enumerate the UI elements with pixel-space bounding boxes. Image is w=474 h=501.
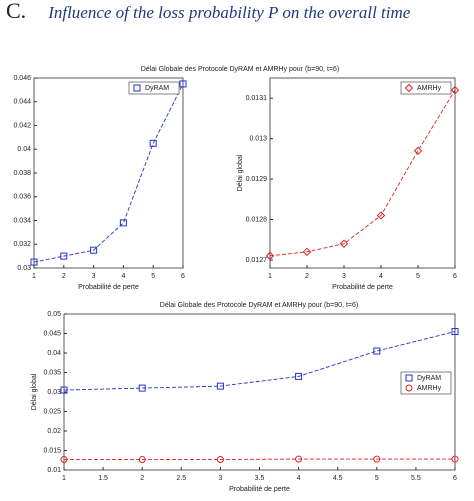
marker <box>60 455 68 463</box>
y-tick-label: 0.0128 <box>246 216 268 223</box>
x-tick-label: 5 <box>375 475 379 482</box>
marker <box>265 251 275 261</box>
x-tick-label: 3.5 <box>255 475 265 482</box>
y-tick-label: 0.02 <box>47 428 61 435</box>
y-tick-label: 0.04 <box>47 350 61 357</box>
marker <box>450 85 460 95</box>
x-tick-label: 1.5 <box>98 475 108 482</box>
y-tick-label: 0.045 <box>43 330 61 337</box>
marker <box>179 80 187 88</box>
x-tick-label: 4 <box>121 273 125 280</box>
marker <box>302 247 312 257</box>
legend-label: DyRAM <box>145 85 169 92</box>
x-axis-label: Probabilité de perte <box>229 486 290 493</box>
marker <box>451 455 459 463</box>
marker <box>216 455 224 463</box>
legend-box <box>400 371 452 395</box>
marker <box>149 139 157 147</box>
series-line <box>269 89 456 257</box>
marker <box>339 239 349 248</box>
legend-label: AMRHy <box>417 385 442 392</box>
caption: Influence of the loss probability P on t… <box>48 3 411 22</box>
x-tick-label: 2.5 <box>176 475 186 482</box>
legend-marker <box>404 83 414 93</box>
y-tick-label: 0.0127 <box>246 257 268 264</box>
legend-marker <box>405 374 413 382</box>
y-axis-label: Délai global <box>31 373 38 410</box>
y-axis-label: Délai global <box>237 154 244 191</box>
x-tick-label: 5 <box>416 273 420 280</box>
y-tick-label: 0.05 <box>47 311 61 318</box>
x-tick-label: 1 <box>268 273 272 280</box>
x-tick-label: 4 <box>297 475 301 482</box>
y-tick-label: 0.044 <box>13 99 31 106</box>
y-tick-label: 0.046 <box>13 75 31 82</box>
marker <box>295 372 303 380</box>
marker <box>60 252 68 260</box>
legend-label: AMRHy <box>417 85 442 92</box>
x-tick-label: 3 <box>218 475 222 482</box>
x-tick-label: 4.5 <box>333 475 343 482</box>
x-tick-label: 5 <box>151 273 155 280</box>
marker <box>373 347 381 355</box>
x-tick-label: 6 <box>453 273 457 280</box>
legend-marker <box>133 84 141 92</box>
y-tick-label: 0.025 <box>43 408 61 415</box>
legend-marker <box>405 384 413 392</box>
x-tick-label: 3 <box>342 273 346 280</box>
legend-box <box>400 81 452 95</box>
x-tick-label: 1 <box>32 273 36 280</box>
x-axis-label: Probabilité de perte <box>332 284 393 291</box>
y-tick-label: 0.0131 <box>246 95 268 102</box>
y-tick-label: 0.038 <box>13 170 31 177</box>
y-tick-label: 0.04 <box>17 146 31 153</box>
y-tick-label: 0.03 <box>47 389 61 396</box>
marker <box>119 219 127 227</box>
x-tick-label: 6 <box>181 273 185 280</box>
y-tick-label: 0.034 <box>13 217 31 224</box>
y-tick-label: 0.03 <box>17 265 31 272</box>
marker <box>30 258 38 266</box>
x-tick-label: 5.5 <box>411 475 421 482</box>
series-line <box>33 83 184 263</box>
marker <box>451 328 459 336</box>
legend-label: DyRAM <box>417 375 441 382</box>
axes-box <box>269 77 456 269</box>
marker <box>138 384 146 392</box>
axes-box <box>63 313 456 471</box>
x-tick-label: 3 <box>92 273 96 280</box>
x-tick-label: 2 <box>305 273 309 280</box>
figure-label: C. <box>6 0 27 23</box>
y-tick-label: 0.042 <box>13 122 31 129</box>
x-axis-label: Probabilité de perte <box>78 284 139 291</box>
marker <box>413 146 423 155</box>
y-tick-label: 0.015 <box>43 447 61 454</box>
x-tick-label: 2 <box>140 475 144 482</box>
legend-box <box>128 81 180 95</box>
y-tick-label: 0.013 <box>249 135 267 142</box>
marker <box>295 455 303 463</box>
chart-title: Délai Globale des Protocole DyRAM et AMR… <box>141 66 339 73</box>
y-tick-label: 0.035 <box>43 369 61 376</box>
chart-title: Délai Globale des Protocole DyRAM et AMR… <box>160 302 358 309</box>
series-line <box>63 331 456 391</box>
caption-block: C. Influence of the loss probability P on… <box>6 0 474 23</box>
x-tick-label: 6 <box>453 475 457 482</box>
x-tick-label: 2 <box>62 273 66 280</box>
marker <box>216 382 224 390</box>
y-tick-label: 0.032 <box>13 241 31 248</box>
marker <box>138 455 146 463</box>
y-tick-label: 0.036 <box>13 194 31 201</box>
axes-box <box>33 77 184 269</box>
y-tick-label: 0.0129 <box>246 176 268 183</box>
marker <box>90 246 98 254</box>
x-tick-label: 4 <box>379 273 383 280</box>
marker <box>60 386 68 394</box>
marker <box>376 211 386 220</box>
y-tick-label: 0.01 <box>47 467 61 474</box>
x-tick-label: 1 <box>62 475 66 482</box>
marker <box>373 455 381 463</box>
